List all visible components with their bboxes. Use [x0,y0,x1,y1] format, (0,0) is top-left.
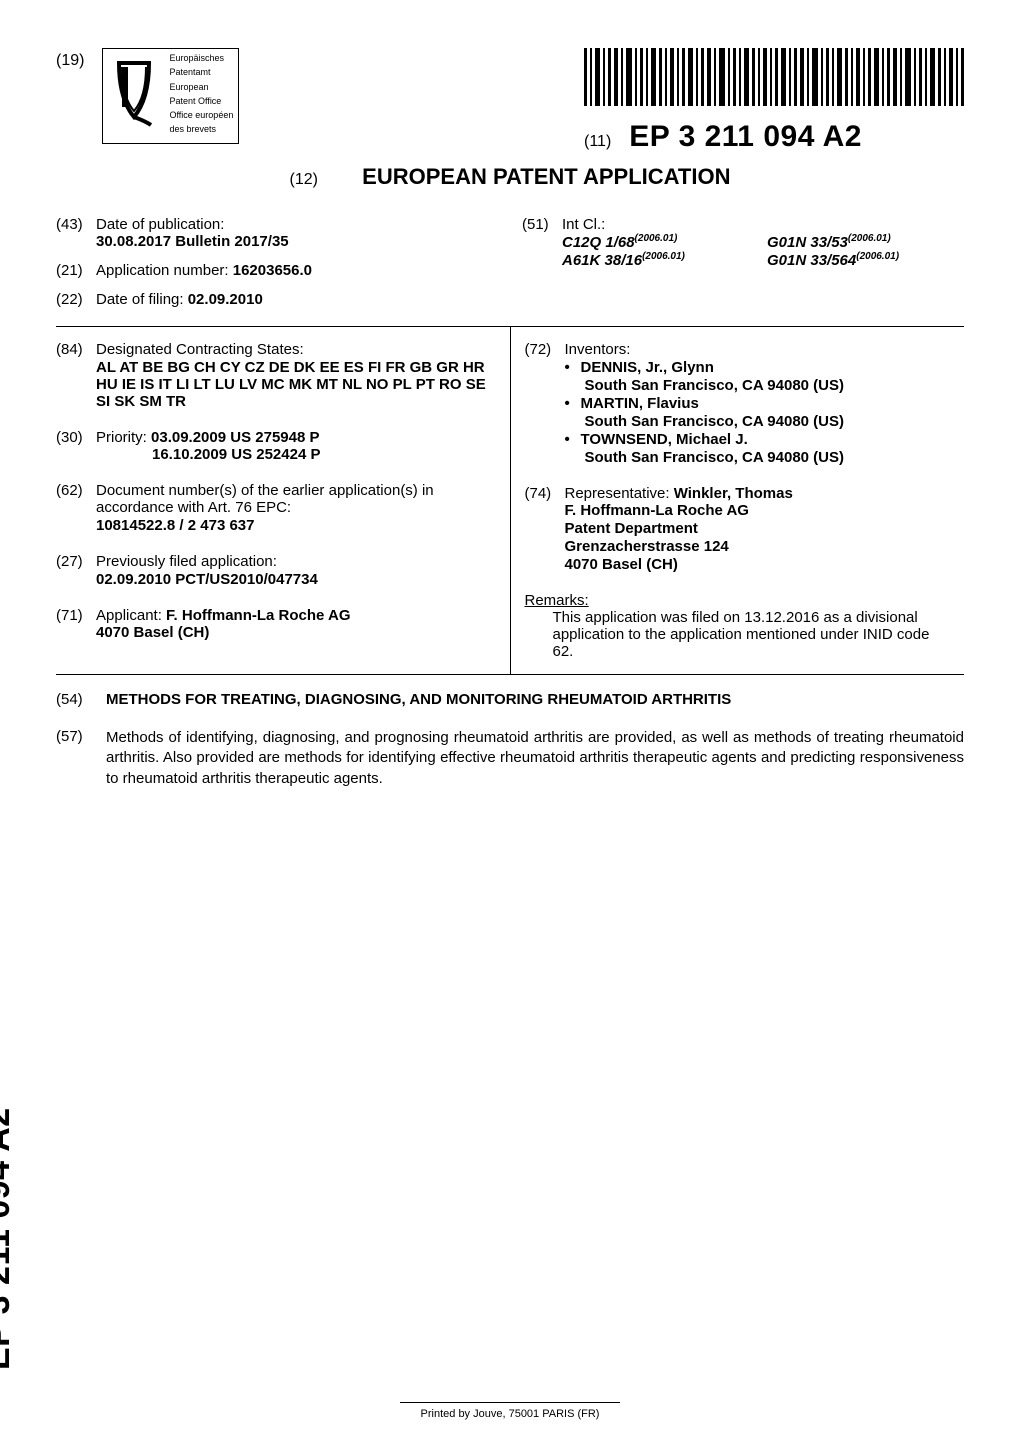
logo-line: Europäisches [169,53,233,64]
epo-logo-icon [105,51,163,129]
sec74-line: F. Hoffmann-La Roche AG [565,502,955,519]
side-publication-number: EP 3 211 094 A2 [0,1107,18,1370]
sec74-label: Representative: [565,485,670,502]
intcl-code: G01N 33/564 [767,252,856,269]
logo-line: Patent Office [169,96,233,107]
inid-11: (11) [584,133,611,151]
inventor-name: TOWNSEND, Michael J. [565,431,955,448]
sec51-label: Int Cl.: [562,216,964,233]
logo-line: Office européen [169,110,233,121]
intcl-year: (2006.01) [848,233,891,244]
epo-logo-box: Europäisches Patentamt European Patent O… [102,48,239,144]
invention-title: METHODS FOR TREATING, DIAGNOSING, AND MO… [106,691,731,708]
sec43-label: Date of publication: [96,216,224,233]
sec62-label: Document number(s) of the earlier applic… [96,482,500,516]
barcode [584,48,964,106]
sec84-value: AL AT BE BG CH CY CZ DE DK EE ES FI FR G… [96,359,500,410]
sec74-line: Patent Department [565,520,955,537]
sec27-label: Previously filed application: [96,553,500,570]
sec30-item: 03.09.2009 US 275948 P [151,429,319,446]
sec27-value: 02.09.2010 PCT/US2010/047734 [96,571,500,588]
sec71-name: F. Hoffmann-La Roche AG [166,607,350,624]
inid-43: (43) [56,216,88,250]
inid-74: (74) [525,485,557,574]
page-footer: Printed by Jouve, 75001 PARIS (FR) [0,1402,1020,1420]
logo-line: des brevets [169,124,233,135]
sec21-label: Application number: [96,262,229,279]
inventor-name: DENNIS, Jr., Glynn [565,359,955,376]
inventor-addr: South San Francisco, CA 94080 (US) [565,449,955,466]
sec22-label: Date of filing: [96,291,184,308]
document-kind-title: EUROPEAN PATENT APPLICATION [362,164,730,190]
epo-logo-text: Europäisches Patentamt European Patent O… [169,51,236,141]
inid-54: (54) [56,691,88,708]
intcl-year: (2006.01) [856,251,899,262]
sec62-value: 10814522.8 / 2 473 637 [96,517,500,534]
intcl-entry: A61K 38/16(2006.01) [562,251,759,269]
inid-84: (84) [56,341,88,411]
intcl-year: (2006.01) [642,251,685,262]
footer-rule [400,1402,620,1403]
intcl-year: (2006.01) [635,233,678,244]
inid-62: (62) [56,482,88,535]
intcl-code: A61K 38/16 [562,252,642,269]
inid-51: (51) [522,216,554,269]
sec74-line: 4070 Basel (CH) [565,556,955,573]
sec43-value: 30.08.2017 Bulletin 2017/35 [96,233,289,250]
inventor-name: MARTIN, Flavius [565,395,955,412]
remarks-label: Remarks: [525,592,955,609]
intcl-code: C12Q 1/68 [562,234,635,251]
sec84-label: Designated Contracting States: [96,341,500,358]
sec71-label: Applicant: [96,607,162,624]
sec21-value: 16203656.0 [233,262,312,279]
intcl-entry: C12Q 1/68(2006.01) [562,233,759,251]
logo-line: European [169,82,233,93]
sec30-label: Priority: [96,429,147,446]
inid-57: (57) [56,728,88,789]
sec71-addr: 4070 Basel (CH) [96,624,500,641]
remarks-text: This application was filed on 13.12.2016… [525,609,955,660]
inid-21: (21) [56,262,88,279]
intcl-entry: G01N 33/564(2006.01) [767,251,964,269]
sec30-item: 16.10.2009 US 252424 P [96,446,500,463]
sec22-value: 02.09.2010 [188,291,263,308]
inid-19: (19) [56,48,84,70]
inid-27: (27) [56,553,88,589]
inid-22: (22) [56,291,88,308]
inid-71: (71) [56,607,88,642]
footer-text: Printed by Jouve, 75001 PARIS (FR) [0,1408,1020,1420]
remarks-block: Remarks: This application was filed on 1… [525,592,955,660]
publication-number: EP 3 211 094 A2 [629,120,862,154]
abstract-text: Methods of identifying, diagnosing, and … [106,728,964,789]
inid-12: (12) [290,171,318,189]
inid-30: (30) [56,429,88,464]
sec72-label: Inventors: [565,341,955,358]
logo-line: Patentamt [169,67,233,78]
sec74-name: Winkler, Thomas [674,485,793,502]
inventor-addr: South San Francisco, CA 94080 (US) [565,377,955,394]
inid-72: (72) [525,341,557,467]
intcl-entry: G01N 33/53(2006.01) [767,233,964,251]
inventor-addr: South San Francisco, CA 94080 (US) [565,413,955,430]
intcl-code: G01N 33/53 [767,234,848,251]
sec74-line: Grenzacherstrasse 124 [565,538,955,555]
